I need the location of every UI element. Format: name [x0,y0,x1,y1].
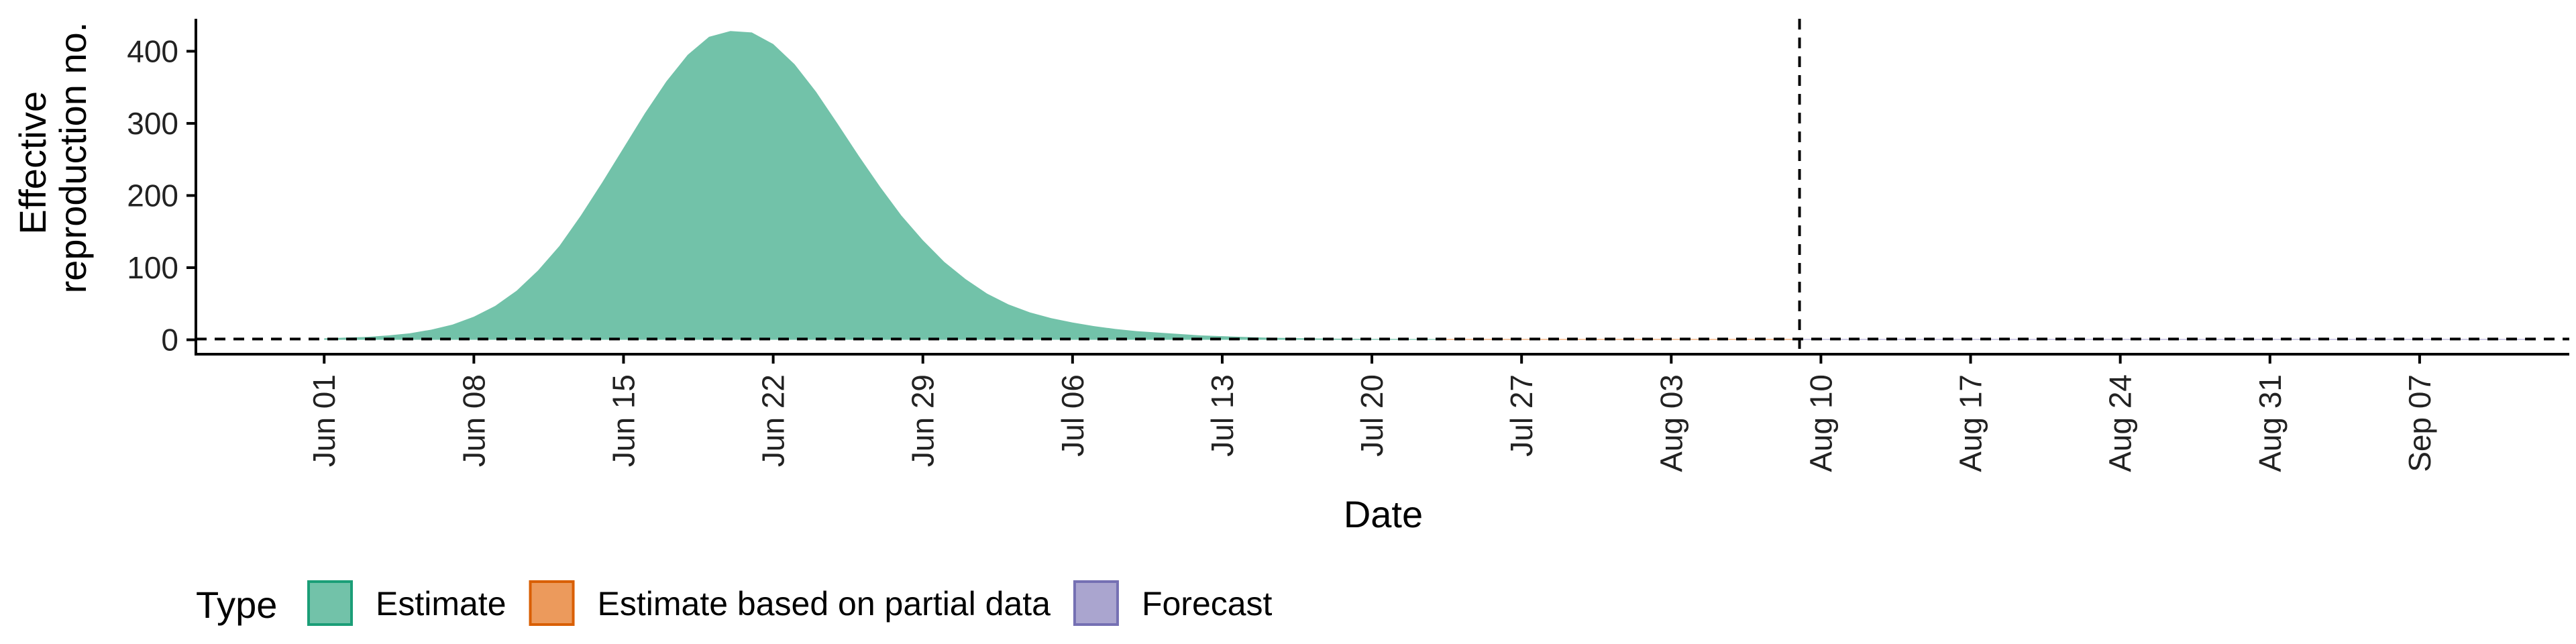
x-tick-label: Jun 29 [906,374,941,467]
legend-key-2 [1073,580,1119,626]
x-tick-label: Jul 27 [1504,374,1539,457]
y-tick-label: 200 [127,178,178,213]
y-axis-title: Effective reproduction no. [11,22,94,294]
x-tick-label: Aug 03 [1654,374,1688,472]
legend-label-0: Estimate [376,585,506,623]
x-tick-label: Jun 01 [307,374,341,467]
x-axis-ticks: Jun 01 Jun 08 Jun 15 Jun 22 Jun 29 Jul 06 Jul … [307,354,2437,472]
x-tick-label: Jun 15 [606,374,641,467]
x-tick-label: Aug 31 [2253,374,2288,472]
series-layer [324,31,2527,340]
x-tick-label: Aug 24 [2103,374,2138,472]
y-tick-label: 300 [127,106,178,141]
legend-title: Type [196,584,277,626]
legend-label-2: Forecast [1142,585,1273,623]
x-tick-label: Jul 20 [1354,374,1389,457]
y-axis-ticks: 0 100 200 300 400 [127,34,196,357]
legend-label-1: Estimate based on partial data [598,585,1051,623]
legend-key-1 [529,580,575,626]
x-tick-label: Jul 13 [1205,374,1240,457]
x-tick-label: Aug 17 [1953,374,1988,472]
plot-area [196,19,2569,354]
y-axis-title-line-1: Effective [11,91,54,235]
y-axis-title-line-2: reproduction no. [52,22,94,294]
x-tick-label: Jun 08 [456,374,491,467]
x-tick-label: Jun 22 [756,374,791,467]
x-tick-label: Aug 10 [1803,374,1838,472]
legend-key-0 [307,580,353,626]
y-tick-label: 0 [161,322,178,357]
x-axis-title: Date [1344,493,1423,535]
x-tick-label: Sep 07 [2402,374,2437,472]
series-area-0 [324,31,1436,340]
y-tick-label: 400 [127,34,178,68]
y-tick-label: 100 [127,250,178,285]
x-tick-label: Jul 06 [1055,374,1090,457]
legend: Type Estimate Estimate based on partial d… [196,580,1273,626]
